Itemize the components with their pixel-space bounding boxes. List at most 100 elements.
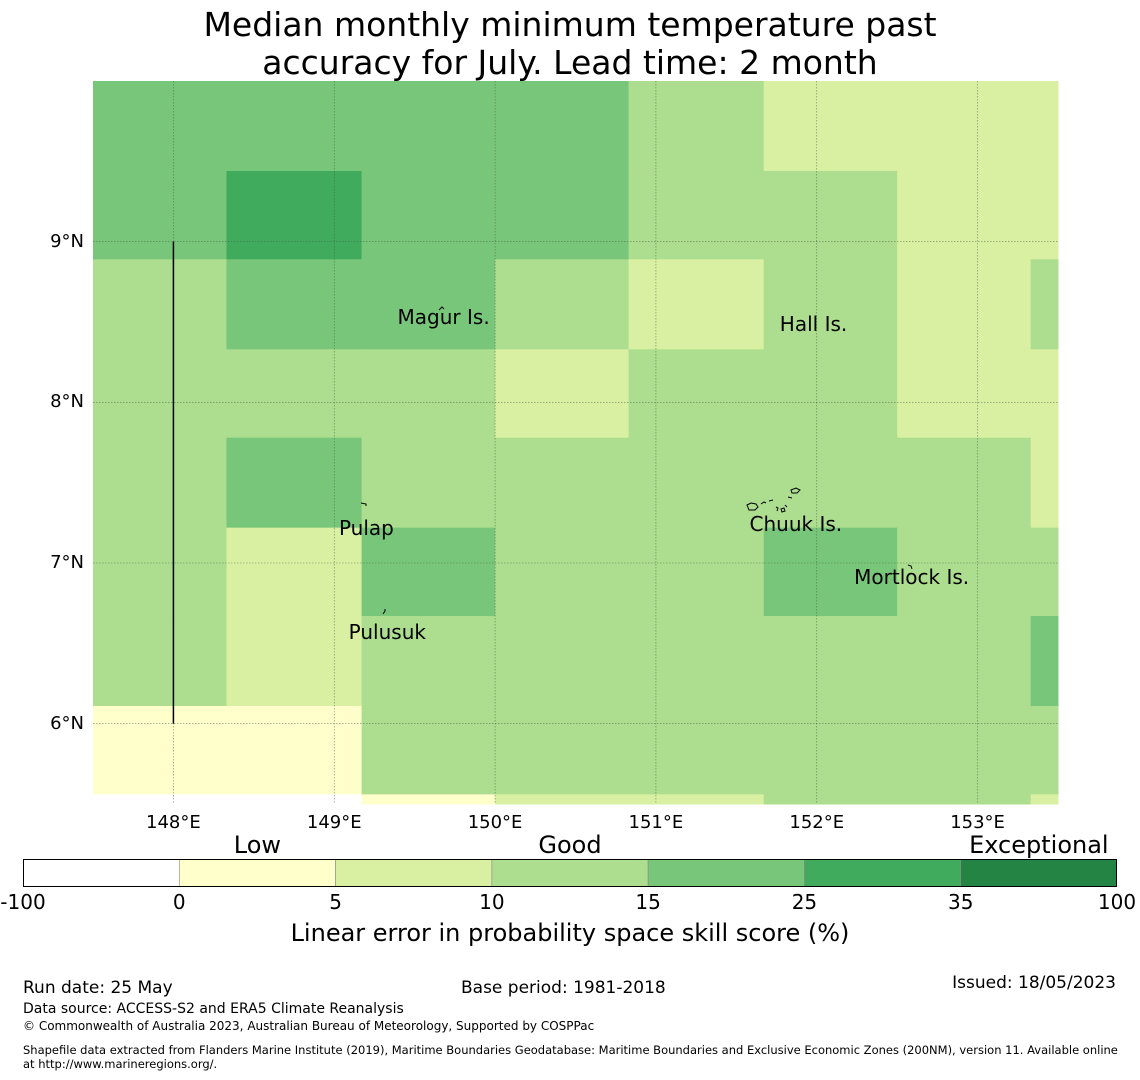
colorbar-bin — [335, 859, 493, 887]
skill-cell — [763, 705, 898, 795]
category-label-good: Good — [538, 831, 602, 859]
skill-cell — [93, 437, 227, 529]
skill-cell-layer — [93, 81, 1059, 805]
run-date: Run date: 25 May — [23, 978, 173, 998]
skill-cell — [628, 259, 765, 350]
colorbar-bin — [647, 859, 805, 887]
skill-cell — [93, 616, 227, 707]
place-label-magur: Magur Is. — [397, 305, 490, 330]
colorbar — [23, 859, 1117, 887]
skill-cell — [1030, 81, 1059, 172]
place-label-mortlock: Mortlock Is. — [854, 565, 970, 590]
skill-cell — [361, 705, 496, 795]
skill-cell — [628, 349, 765, 439]
lon-tick-150e: 150°E — [467, 812, 523, 833]
skill-cell — [93, 259, 227, 350]
pulap-island-outline — [360, 502, 367, 506]
skill-cell — [897, 81, 1032, 172]
lon-tick-153e: 153°E — [950, 812, 1005, 833]
skill-cell — [495, 437, 630, 529]
skill-cell — [361, 437, 496, 529]
skill-cell — [628, 616, 765, 707]
mortlock-island-outline — [907, 564, 913, 570]
skill-cell — [226, 259, 363, 350]
colorbar-bin — [178, 859, 336, 887]
skill-cell — [897, 259, 1032, 350]
lon-tick-149e: 149°E — [306, 812, 362, 833]
skill-cell — [1030, 170, 1059, 260]
data-source: Data source: ACCESS-S2 and ERA5 Climate … — [23, 1001, 404, 1017]
place-label-pulap: Pulap — [338, 515, 394, 540]
skill-cell — [628, 705, 765, 795]
skill-cell — [1030, 527, 1059, 617]
colorbar-tick-label: 25 — [791, 890, 818, 914]
colorbar-bin — [960, 859, 1117, 887]
colorbar-tick-label: 5 — [329, 890, 342, 914]
skill-cell — [763, 437, 898, 529]
skill-cell — [93, 527, 227, 617]
skill-cell — [897, 170, 1032, 260]
skill-cell — [495, 259, 630, 350]
skill-cell — [361, 170, 496, 260]
skill-cell — [1030, 616, 1059, 707]
skill-cell — [897, 616, 1032, 707]
skill-cell — [628, 527, 765, 617]
skill-cell — [93, 170, 227, 260]
skill-cell — [495, 527, 630, 617]
skill-cell — [628, 437, 765, 529]
skill-cell — [495, 616, 630, 707]
base-period: Base period: 1981-2018 — [461, 978, 666, 998]
skill-cell — [1030, 349, 1059, 439]
lon-tick-148e: 148°E — [146, 812, 201, 833]
skill-cell — [361, 81, 496, 172]
lat-tick-7n: 7°N — [50, 552, 84, 573]
skill-cell — [361, 616, 496, 707]
skill-cell — [495, 794, 630, 805]
issued-date: Issued: 18/05/2023 — [952, 973, 1116, 993]
colorbar-bin — [804, 859, 962, 887]
skill-cell — [763, 527, 898, 617]
skill-cell — [361, 349, 496, 439]
colorbar-tick-label: 15 — [635, 890, 661, 914]
skill-cell — [628, 170, 765, 260]
skill-cell — [897, 794, 1032, 805]
skill-cell — [1030, 259, 1059, 350]
lat-tick-8n: 8°N — [50, 391, 84, 413]
colorbar-tick-label: 0 — [172, 890, 186, 914]
skill-cell — [226, 170, 363, 260]
skill-cell — [361, 527, 496, 617]
colorbar-label: Linear error in probability space skill … — [290, 919, 850, 947]
colorbar-tick-label: 10 — [479, 890, 505, 914]
skill-cell — [226, 81, 363, 172]
category-label-exceptional: Exceptional — [969, 831, 1109, 859]
skill-cell — [226, 705, 363, 795]
place-label-pulusuk: Pulusuk — [348, 620, 426, 645]
skill-cell — [763, 616, 898, 707]
skill-cell — [628, 794, 765, 805]
place-label-hall: Hall Is. — [779, 311, 848, 336]
skill-cell — [628, 81, 765, 172]
skill-cell — [763, 81, 898, 172]
skill-cell — [226, 349, 363, 439]
skill-cell — [93, 705, 227, 795]
chuuk-lagoon-outline — [746, 487, 801, 513]
skill-cell — [495, 81, 630, 172]
magur-island-outline — [438, 306, 445, 311]
skill-cell — [763, 349, 898, 439]
skill-cell — [897, 527, 1032, 617]
colorbar-bin — [23, 859, 180, 887]
skill-cell — [1030, 705, 1059, 795]
lon-tick-152e: 152°E — [789, 812, 845, 833]
skill-cell — [897, 705, 1032, 795]
skill-cell — [763, 794, 898, 805]
skill-cell — [763, 259, 898, 350]
lon-tick-151e: 151°E — [628, 812, 684, 833]
lat-tick-6n: 6°N — [50, 712, 84, 734]
skill-cell — [361, 259, 496, 350]
skill-cell — [93, 794, 227, 805]
skill-cell — [226, 616, 363, 707]
skill-cell — [361, 794, 496, 805]
skill-cell — [226, 794, 363, 805]
map-title: Median monthly minimum temperature past … — [203, 5, 937, 82]
skill-cell — [226, 527, 363, 617]
